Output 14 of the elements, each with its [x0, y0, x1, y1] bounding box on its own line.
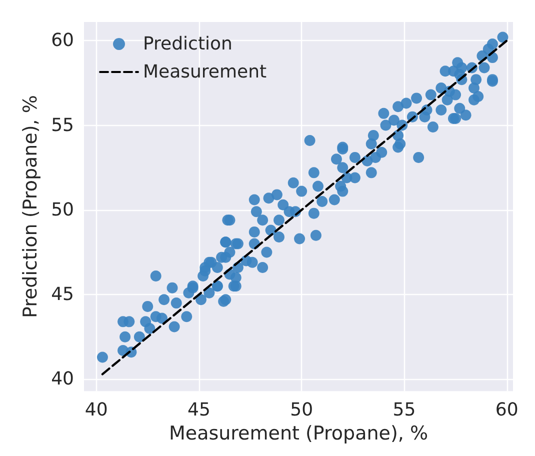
- x-tick-label: 50: [290, 400, 314, 421]
- legend-label: Prediction: [143, 34, 232, 54]
- y-tick-label: 60: [51, 30, 74, 52]
- x-axis-title: Measurement (Propane), %: [168, 422, 428, 444]
- y-tick-label: 55: [51, 114, 74, 136]
- legend-label: Measurement: [143, 62, 267, 82]
- x-tick-label: 40: [84, 400, 108, 421]
- y-tick-label: 45: [51, 284, 74, 306]
- y-tick-label: 50: [51, 199, 74, 220]
- x-tick-label: 45: [187, 400, 210, 421]
- y-tick-label: 40: [51, 368, 74, 390]
- x-tick-label: 55: [392, 400, 416, 421]
- x-tick-label: 60: [495, 400, 518, 421]
- y-axis-title: Prediction (Propane), %: [20, 95, 42, 318]
